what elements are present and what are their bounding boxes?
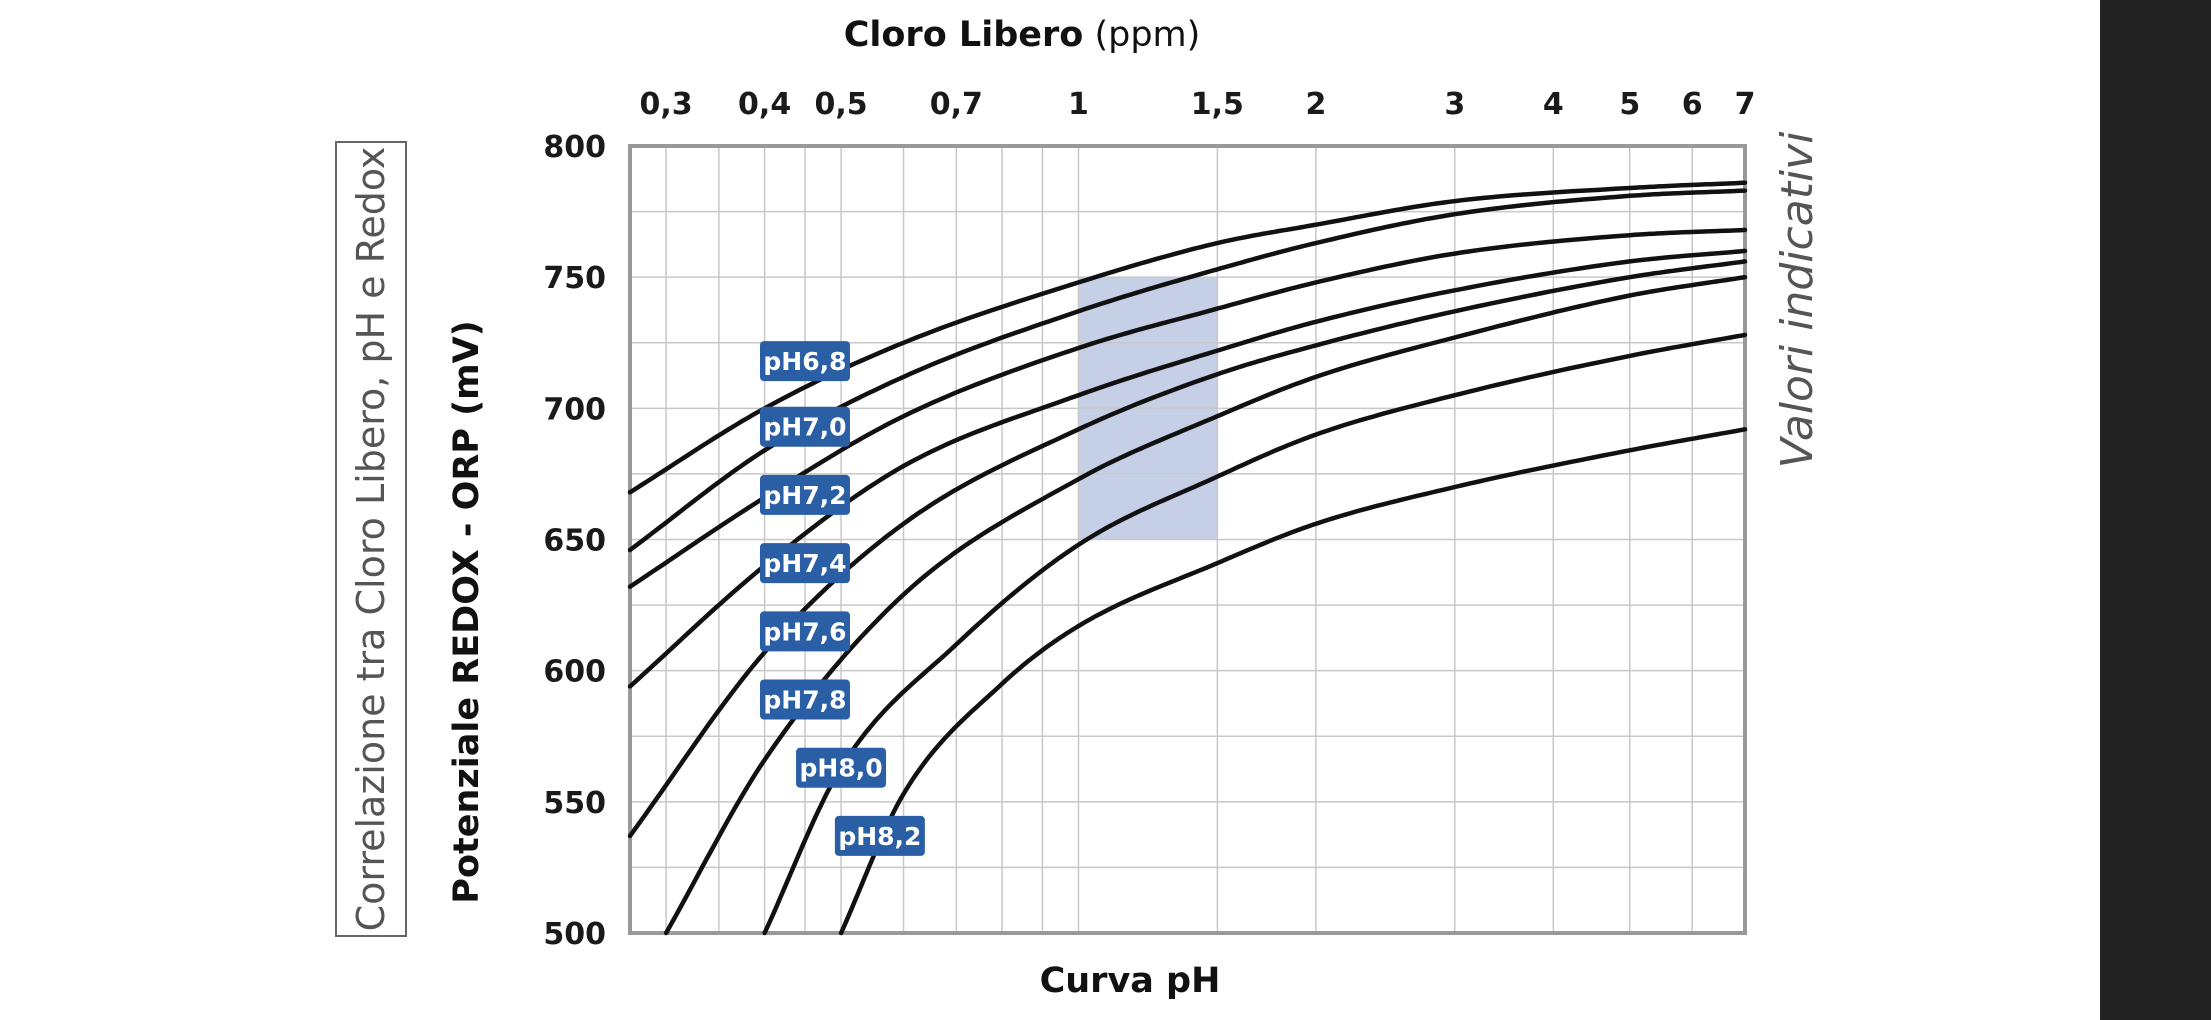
x-tick-label: 0,5 [814,87,867,122]
ph-label-text: pH8,0 [800,754,883,783]
plot-frame [628,144,1747,935]
x-axis-label: Curva pH [1040,961,1221,1001]
x-tick-label: 3 [1444,87,1465,122]
ph-label-ph7-2: pH7,2 [759,474,850,515]
y-tick-label: 750 [543,261,606,296]
ph-label-ph7-6: pH7,6 [759,611,850,652]
ph-label-text: pH6,8 [763,347,846,376]
x-tick-label: 5 [1619,87,1640,122]
curve-ph8-0 [762,332,1748,936]
ph-label-badge [759,474,850,515]
ph-label-text: pH8,2 [838,822,921,851]
x-tick-label: 1 [1068,87,1089,122]
ph-label-badge [796,747,887,788]
x-tick-label: 6 [1682,87,1703,122]
ph-label-ph7-0: pH7,0 [759,406,850,447]
chlorine-redox-chart: pH6,8 pH7,0 pH7,2 pH7,4 pH7,6 pH7,8 pH8,0 pH8,2… [335,15,1823,1001]
ph-labels: pH6,8 pH7,0 pH7,2 pH7,4 pH7,6 pH7,8 pH8,0 pH8,2 [759,341,925,856]
curve-ph7-2 [627,227,1748,589]
y-tick-label: 550 [543,786,606,821]
y-tick-label: 500 [543,917,606,952]
x-tick-label: 0,3 [640,87,693,122]
top-axis-title: Cloro Libero (ppm) [844,15,1201,55]
curve-ph7-4 [627,248,1748,689]
ph-label-text: pH7,0 [763,413,846,442]
x-tick-label: 1,5 [1191,87,1244,122]
ph-label-text: pH7,8 [763,686,846,715]
x-tick-label: 2 [1305,87,1326,122]
ph-label-badge [759,341,850,382]
ph-label-ph7-4: pH7,4 [759,543,850,584]
y-tick-label: 650 [543,524,606,559]
note-label: Valori indicativi [1772,131,1823,469]
right-dark-bar [2100,0,2211,1020]
ph-label-text: pH7,6 [763,617,846,646]
x-tick-label: 0,7 [930,87,983,122]
ph-label-ph7-8: pH7,8 [759,679,850,720]
ph-label-text: pH7,4 [763,549,846,578]
ph-label-text: pH7,2 [763,481,846,510]
ph-label-badge [759,543,850,584]
y-tick-label: 700 [543,392,606,427]
ph-label-badge [759,406,850,447]
y-tick-label: 600 [543,655,606,690]
x-tick-label: 7 [1735,87,1756,122]
ph-label-badge [759,679,850,720]
curve-ph6-8 [627,180,1748,495]
side-label: Correlazione tra Cloro Libero, pH e Redo… [349,147,393,932]
curve-ph7-6 [627,259,1748,839]
y-tick-label: 800 [543,130,606,165]
ph-label-badge [759,611,850,652]
x-tick-labels: 0,3 0,4 0,5 0,7 1 1,5 2 3 4 5 6 7 [640,87,1756,122]
ph-label-ph6-8: pH6,8 [759,341,850,382]
ph-label-ph8-0: pH8,0 [796,747,887,788]
x-tick-label: 4 [1543,87,1564,122]
y-axis-label: Potenziale REDOX - ORP (mV) [447,320,487,903]
ph-label-ph8-2: pH8,2 [834,815,925,856]
x-tick-label: 0,4 [738,87,791,122]
curve-ph8-2 [838,427,1748,936]
ph-label-badge [834,815,925,856]
y-tick-labels: 500 550 600 650 700 750 800 [543,130,606,952]
side-label-box [335,141,407,937]
